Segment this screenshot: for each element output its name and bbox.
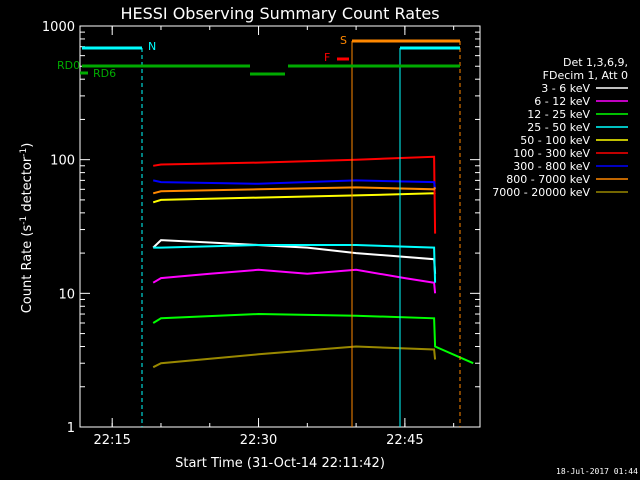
x-tick-label: 22:15 xyxy=(93,433,130,448)
rd6-label: RD6 xyxy=(93,67,116,80)
y-axis-ticks: 1 10 100 1000 xyxy=(42,20,480,436)
series-2 xyxy=(152,312,474,365)
series-5 xyxy=(153,155,437,234)
plot-border xyxy=(79,25,481,428)
series-line xyxy=(153,244,437,283)
series-line xyxy=(152,186,436,195)
legend-item-label: 25 - 50 keV xyxy=(527,121,590,134)
series-7 xyxy=(152,186,436,195)
series-8 xyxy=(152,345,437,369)
series-6 xyxy=(152,179,437,190)
legend-item-label: 3 - 6 keV xyxy=(541,82,590,95)
legend-item-label: 12 - 25 keV xyxy=(527,108,590,121)
y-axis-label: Count Rate (s-1 detector-1) xyxy=(19,143,35,314)
annotations-group: N SF RD0 RD6 xyxy=(57,34,461,427)
series-1 xyxy=(152,268,437,294)
x-axis-ticks: 22:15 22:30 22:45 xyxy=(93,26,455,448)
s-label: S xyxy=(340,34,347,47)
legend-header-line: Det 1,3,6,9, xyxy=(563,56,628,69)
y-tick-label: 100 xyxy=(50,154,75,169)
series-line xyxy=(152,268,437,294)
chart-title: HESSI Observing Summary Count Rates xyxy=(120,4,439,23)
series-group xyxy=(152,155,474,369)
legend-item-label: 800 - 7000 keV xyxy=(506,173,590,186)
legend-item-label: 100 - 300 keV xyxy=(513,147,590,160)
plot-frame xyxy=(79,25,481,428)
x-axis-label: Start Time (31-Oct-14 22:11:42) xyxy=(175,456,385,471)
timestamp: 18-Jul-2017 01:44 xyxy=(556,467,638,476)
y-tick-label: 10 xyxy=(58,287,75,302)
series-3 xyxy=(153,244,437,283)
legend-item-label: 7000 - 20000 keV xyxy=(492,186,590,199)
y-tick-label: 1 xyxy=(67,421,75,436)
legend-header-line: FDecim 1, Att 0 xyxy=(543,69,628,82)
y-tick-label: 1000 xyxy=(42,20,75,35)
rd0-label: RD0 xyxy=(57,59,80,72)
f-label: F xyxy=(324,51,330,64)
x-tick-label: 22:30 xyxy=(240,433,277,448)
series-line xyxy=(152,179,437,190)
x-tick-label: 22:45 xyxy=(386,433,423,448)
legend-item-label: 50 - 100 keV xyxy=(520,134,590,147)
n-label: N xyxy=(148,40,156,53)
series-line xyxy=(152,312,474,365)
legend-item-label: 6 - 12 keV xyxy=(534,95,590,108)
legend-item-label: 300 - 800 keV xyxy=(513,160,590,173)
series-line xyxy=(152,345,437,369)
series-line xyxy=(153,155,437,234)
